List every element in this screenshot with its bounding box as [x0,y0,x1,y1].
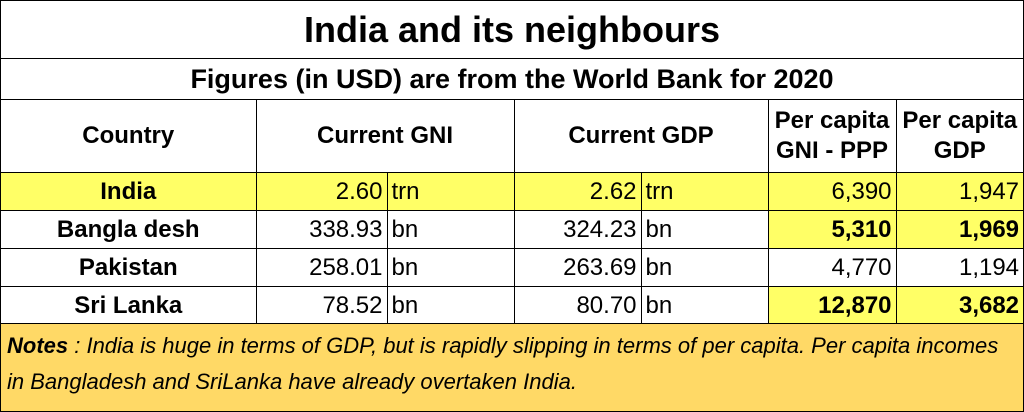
gni-ppp-value: 4,770 [767,248,897,287]
country-cell: India [1,172,257,211]
country-cell: Pakistan [1,248,257,287]
gni-ppp-value: 12,870 [767,286,897,325]
country-cell: Bangla desh [1,210,257,249]
header-country: Country [1,100,257,173]
gdp-unit: bn [640,286,769,325]
gni-value: 78.52 [255,286,388,325]
table-title: India and its neighbours [1,1,1023,59]
data-table: Country Current GNI Current GDP Per capi… [1,100,1024,325]
gni-ppp-value: 5,310 [767,210,897,249]
table-row: Bangla desh 338.93 bn 324.23 bn 5,310 1,… [1,210,1024,249]
notes-box: Notes : India is huge in terms of GDP, b… [1,323,1023,411]
header-row: Country Current GNI Current GDP Per capi… [1,100,1024,173]
gni-unit: bn [386,248,515,287]
gni-ppp-value: 6,390 [767,172,897,211]
table-row: India 2.60 trn 2.62 trn 6,390 1,947 [1,172,1024,211]
pc-gdp-value: 1,969 [895,210,1024,249]
pc-gdp-value: 1,947 [895,172,1024,211]
pc-gdp-value: 3,682 [895,286,1024,325]
header-current-gdp: Current GDP [513,100,769,173]
header-per-capita-gdp: Per capita GDP [895,100,1024,173]
gdp-unit: trn [640,172,769,211]
header-gni-ppp-line1: Per capita [774,107,890,134]
table-row: Sri Lanka 78.52 bn 80.70 bn 12,870 3,682 [1,286,1024,325]
gni-value: 2.60 [255,172,388,211]
pc-gdp-value: 1,194 [895,248,1024,287]
header-pc-gdp-line1: Per capita [902,107,1018,134]
table-row: Pakistan 258.01 bn 263.69 bn 4,770 1,194 [1,248,1024,287]
gdp-unit: bn [640,210,769,249]
table-subtitle: Figures (in USD) are from the World Bank… [1,59,1023,100]
gdp-value: 324.23 [513,210,642,249]
gdp-unit: bn [640,248,769,287]
gni-unit: trn [386,172,515,211]
header-per-capita-gni-ppp: Per capita GNI - PPP [767,100,897,173]
header-current-gni: Current GNI [255,100,515,173]
header-pc-gdp-line2: GDP [933,137,986,164]
country-cell: Sri Lanka [1,286,257,325]
gni-unit: bn [386,286,515,325]
gni-unit: bn [386,210,515,249]
gdp-value: 80.70 [513,286,642,325]
gdp-value: 263.69 [513,248,642,287]
gni-value: 338.93 [255,210,388,249]
header-gni-ppp-line2: GNI - PPP [776,137,889,164]
notes-text: : India is huge in terms of GDP, but is … [7,333,999,394]
notes-label: Notes [7,333,69,358]
gdp-value: 2.62 [513,172,642,211]
gni-value: 258.01 [255,248,388,287]
